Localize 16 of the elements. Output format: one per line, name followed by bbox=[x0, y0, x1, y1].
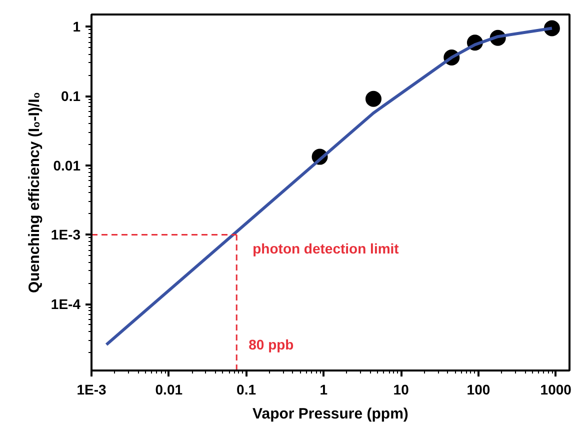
x-tick-label: 1 bbox=[320, 382, 328, 398]
x-tick-label: 0.01 bbox=[155, 382, 183, 398]
ref-line-label: 80 ppb bbox=[248, 336, 294, 352]
x-axis-title: Vapor Pressure (ppm) bbox=[252, 406, 408, 422]
x-tick-label: 10 bbox=[393, 382, 410, 398]
x-tick-label: 100 bbox=[466, 382, 490, 398]
y-tick-label: 1 bbox=[72, 18, 81, 35]
x-tick-label: 1000 bbox=[540, 382, 572, 398]
x-tick-label: 1E-3 bbox=[76, 382, 106, 398]
y-axis-title: Quenching efficiency (I₀-I)/I₀ bbox=[26, 92, 43, 294]
y-tick-label: 1E-3 bbox=[50, 226, 81, 243]
y-tick-label: 1E-4 bbox=[50, 296, 81, 312]
y-tick-label: 0.1 bbox=[61, 88, 81, 104]
ref-line-label: photon detection limit bbox=[252, 240, 400, 257]
x-tick-label: 0.1 bbox=[236, 382, 256, 398]
y-tick-label: 0.01 bbox=[53, 157, 81, 174]
